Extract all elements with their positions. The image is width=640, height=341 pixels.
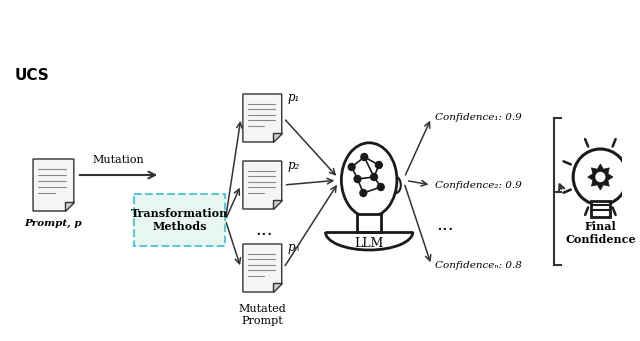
Circle shape (348, 163, 355, 170)
Text: Final
Confidence: Final Confidence (565, 221, 636, 245)
Text: UCS: UCS (15, 68, 49, 83)
Text: p₂: p₂ (287, 159, 300, 172)
Text: Prompt, p: Prompt, p (24, 219, 83, 228)
Polygon shape (243, 244, 282, 292)
Circle shape (354, 176, 361, 182)
Circle shape (378, 183, 384, 191)
Text: Confidence₁: 0.9: Confidence₁: 0.9 (435, 114, 522, 122)
Text: Mutated
Prompt: Mutated Prompt (239, 304, 286, 326)
Polygon shape (273, 283, 282, 292)
Text: ...: ... (436, 216, 454, 234)
Circle shape (573, 149, 628, 205)
Circle shape (361, 153, 368, 161)
Ellipse shape (341, 143, 397, 217)
Text: Transformation
Methods: Transformation Methods (131, 208, 228, 232)
Polygon shape (243, 161, 282, 209)
FancyBboxPatch shape (134, 194, 225, 246)
Polygon shape (243, 94, 282, 142)
Polygon shape (33, 159, 74, 211)
Text: p₁: p₁ (287, 91, 300, 104)
Polygon shape (273, 133, 282, 142)
Bar (358, 214, 381, 232)
Circle shape (376, 162, 382, 168)
Polygon shape (273, 200, 282, 209)
Polygon shape (588, 164, 613, 190)
Text: Mutation: Mutation (93, 155, 145, 165)
Text: Confidence₂: 0.9: Confidence₂: 0.9 (435, 180, 522, 190)
Text: pₙ: pₙ (287, 241, 300, 254)
Polygon shape (65, 202, 74, 211)
Bar (591, 201, 610, 217)
Circle shape (360, 190, 367, 196)
Text: ...: ... (255, 221, 273, 239)
Circle shape (371, 174, 378, 180)
Text: LLM: LLM (355, 237, 384, 250)
Text: Confidenceₙ: 0.8: Confidenceₙ: 0.8 (435, 261, 522, 269)
Circle shape (596, 173, 605, 181)
